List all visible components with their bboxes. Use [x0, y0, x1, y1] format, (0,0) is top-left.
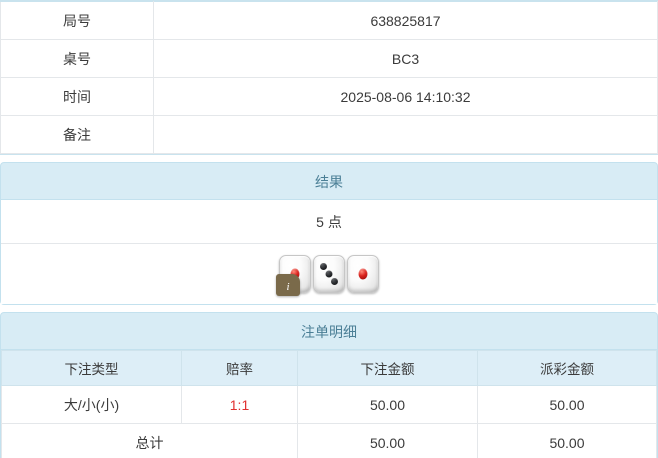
- info-value-remark: [153, 115, 658, 154]
- cell-odds: 1:1: [181, 385, 298, 424]
- game-info-table: 局号 638825817 桌号 BC3 时间 2025-08-06 14:10:…: [0, 1, 658, 154]
- info-label-table-no: 桌号: [0, 39, 154, 78]
- table-total-row: 总计 50.00 50.00: [1, 423, 657, 458]
- info-label-round-no: 局号: [0, 1, 154, 40]
- die-pip-red-icon: [358, 268, 368, 280]
- die-2: [313, 255, 345, 293]
- bet-detail-section-title: 注单明细: [0, 312, 658, 350]
- column-header-odds: 赔率: [181, 350, 298, 386]
- result-panel: 5 点 i: [0, 200, 658, 305]
- info-value-time: 2025-08-06 14:10:32: [153, 77, 658, 116]
- dice-display-row: i: [1, 244, 657, 304]
- die-pip-black-icon: [320, 263, 327, 270]
- section-gap: [0, 155, 658, 162]
- info-label-time: 时间: [0, 77, 154, 116]
- table-row: 时间 2025-08-06 14:10:32: [0, 77, 658, 116]
- column-header-bet-amount: 下注金额: [297, 350, 478, 386]
- table-row: 大/小(小) 1:1 50.00 50.00: [1, 385, 657, 424]
- cell-bet-type: 大/小(小): [1, 385, 182, 424]
- die-pip-black-icon: [331, 278, 338, 285]
- cell-total-bet-amount: 50.00: [297, 423, 478, 458]
- game-info-panel: 局号 638825817 桌号 BC3 时间 2025-08-06 14:10:…: [0, 0, 658, 155]
- info-value-table-no: BC3: [153, 39, 658, 78]
- bet-detail-table: 下注类型 赔率 下注金额 派彩金额 大/小(小) 1:1 50.00 50.00…: [1, 350, 657, 458]
- die-1: i: [276, 255, 311, 296]
- cell-bet-amount: 50.00: [297, 385, 478, 424]
- column-header-payout: 派彩金额: [477, 350, 657, 386]
- info-badge-icon[interactable]: i: [276, 274, 300, 296]
- cell-total-payout: 50.00: [477, 423, 657, 458]
- die-3: [347, 255, 379, 293]
- bet-detail-panel: 下注类型 赔率 下注金额 派彩金额 大/小(小) 1:1 50.00 50.00…: [0, 350, 658, 458]
- dice-group: i: [276, 255, 379, 296]
- table-row: 备注: [0, 115, 658, 154]
- column-header-bet-type: 下注类型: [1, 350, 182, 386]
- info-value-round-no: 638825817: [153, 1, 658, 40]
- cell-payout: 50.00: [477, 385, 657, 424]
- table-row: 局号 638825817: [0, 1, 658, 40]
- cell-total-label: 总计: [1, 423, 298, 458]
- result-points-value: 5 点: [1, 200, 657, 244]
- table-row: 桌号 BC3: [0, 39, 658, 78]
- result-section-title: 结果: [0, 162, 658, 200]
- table-header-row: 下注类型 赔率 下注金额 派彩金额: [1, 350, 657, 386]
- section-gap: [0, 305, 658, 312]
- info-label-remark: 备注: [0, 115, 154, 154]
- die-pip-black-icon: [325, 270, 333, 278]
